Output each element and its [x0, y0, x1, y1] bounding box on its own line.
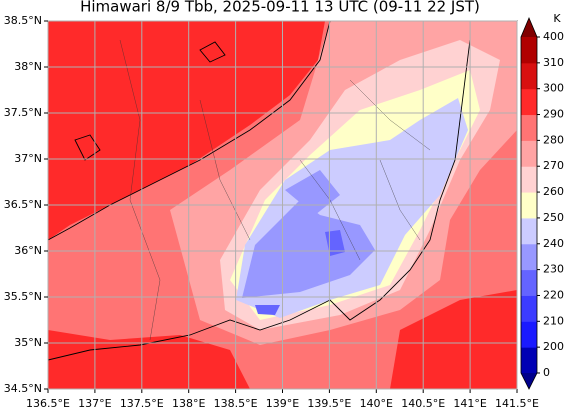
colorbar-segment: [521, 37, 537, 64]
colorbar-label: 200: [543, 340, 564, 353]
y-tick-label: 35.5°N: [4, 290, 42, 303]
x-tick-label: 136.5°E: [26, 397, 70, 409]
map-title: Himawari 8/9 Tbb, 2025-09-11 13 UTC (09-…: [80, 0, 480, 16]
colorbar-label: 270: [543, 159, 564, 172]
colorbar-label: 230: [543, 263, 564, 276]
y-tick-label: 35°N: [14, 336, 42, 349]
colorbar-segment: [521, 295, 537, 322]
x-tick-label: 138.5°E: [214, 397, 258, 409]
colorbar-segment: [521, 217, 537, 245]
x-tick-label: 139.5°E: [307, 397, 351, 409]
colorbar-segment: [521, 192, 537, 219]
y-tick-label: 36.5°N: [4, 198, 42, 211]
colorbar-label: 290: [543, 108, 564, 121]
colorbar-label: 310: [543, 56, 564, 69]
colorbar-segment: [521, 243, 537, 271]
colorbar-segment: [521, 347, 537, 374]
x-tick-label: 140.5°E: [401, 397, 445, 409]
colorbar-label: 400: [543, 30, 564, 43]
colorbar-label: 220: [543, 288, 564, 301]
colorbar-segment: [521, 88, 537, 116]
colorbar-segment: [521, 114, 537, 141]
colorbar-segment: [521, 140, 537, 167]
y-tick-label: 37.5°N: [4, 106, 42, 119]
colorbar-label: 240: [543, 237, 564, 250]
colorbar-segment: [521, 62, 537, 90]
colorbar-unit: K: [553, 12, 561, 25]
colorbar-segment: [521, 269, 537, 296]
x-tick-label: 140°E: [360, 397, 393, 409]
x-tick-label: 137.5°E: [120, 397, 164, 409]
x-tick-label: 139°E: [266, 397, 299, 409]
colorbar-segment: [521, 321, 537, 348]
x-tick-label: 141.5°E: [495, 397, 539, 409]
y-tick-label: 36°N: [14, 244, 42, 257]
colorbar-label: 250: [543, 211, 564, 224]
y-tick-label: 38.5°N: [4, 14, 42, 27]
colorbar-extend-over: [521, 18, 537, 37]
colorbar-extend-under: [521, 373, 537, 389]
y-tick-label: 38°N: [14, 60, 42, 73]
x-tick-label: 141°E: [453, 397, 486, 409]
x-tick-label: 138°E: [172, 397, 205, 409]
colorbar-label: 300: [543, 82, 564, 95]
x-tick-label: 137°E: [78, 397, 111, 409]
y-tick-label: 37°N: [14, 152, 42, 165]
colorbar-label: 0: [543, 366, 550, 379]
colorbar-label: 210: [543, 314, 564, 327]
colorbar-segment: [521, 166, 537, 193]
colorbar-label: 260: [543, 185, 564, 198]
y-tick-label: 34.5°N: [4, 382, 42, 395]
colorbar-label: 280: [543, 133, 564, 146]
